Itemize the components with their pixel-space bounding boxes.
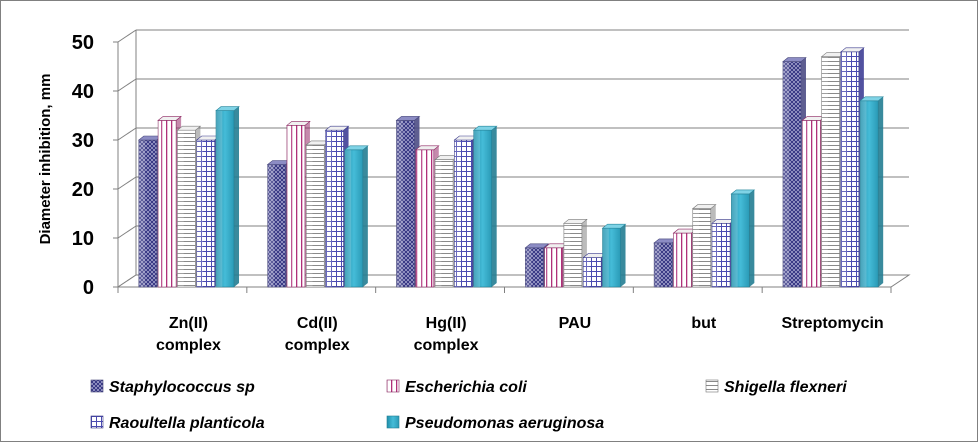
y-tick-labels: 0 10 20 30 40 50 (72, 32, 94, 299)
gridline-depth (117, 176, 137, 190)
x-category-label: Hg(II) (426, 315, 467, 332)
x-category-label: complex (156, 337, 221, 354)
legend-swatch (90, 379, 104, 393)
legend-item: Pseudomonas aeruginosa (386, 415, 604, 432)
legend: Staphylococcus sp Escherichia coli Shigell… (90, 379, 847, 432)
y-tick-label: 40 (72, 81, 94, 103)
legend-label: Shigella flexneri (724, 379, 847, 396)
bar (601, 223, 627, 288)
bar (215, 106, 240, 288)
bars (137, 47, 885, 288)
x-category-label: Zn(II) (169, 315, 208, 332)
y-tick-label: 20 (72, 179, 94, 201)
y-axis-title: Diameter inhibition, mm (37, 74, 54, 245)
legend-item: Escherichia coli (386, 379, 527, 396)
legend-item: Shigella flexneri (705, 379, 847, 396)
gridline-depth (117, 127, 137, 141)
category-labels: Zn(II) complex Cd(II) complex Hg(II) complex P… (156, 315, 884, 354)
legend-swatch (386, 415, 400, 429)
x-category-label: Streptomycin (781, 315, 883, 332)
x-category-label: but (691, 315, 717, 332)
y-tick-label: 50 (72, 32, 94, 54)
bar (343, 145, 369, 288)
y-tick-label: 0 (83, 277, 94, 299)
legend-label: Escherichia coli (405, 379, 527, 396)
legend-swatch (705, 379, 719, 393)
x-category-label: complex (414, 337, 479, 354)
gridline-depth (117, 225, 137, 239)
y-tick-label: 10 (72, 228, 94, 250)
legend-label: Pseudomonas aeruginosa (405, 415, 604, 432)
legend-item: Raoultella planticola (90, 415, 265, 432)
legend-label: Staphylococcus sp (109, 379, 255, 396)
bar (305, 140, 331, 288)
bar (730, 189, 756, 288)
gridline-depth (117, 29, 137, 43)
x-category-label: PAU (559, 315, 592, 332)
y-tick-label: 30 (72, 130, 94, 152)
bar (859, 96, 885, 288)
x-category-label: Cd(II) (297, 315, 338, 332)
bar (472, 125, 498, 288)
gridline-depth (117, 78, 137, 92)
legend-item: Staphylococcus sp (90, 379, 255, 396)
legend-swatch (90, 415, 104, 429)
x-category-label: complex (285, 337, 350, 354)
legend-swatch (386, 379, 400, 393)
legend-label: Raoultella planticola (109, 415, 265, 432)
